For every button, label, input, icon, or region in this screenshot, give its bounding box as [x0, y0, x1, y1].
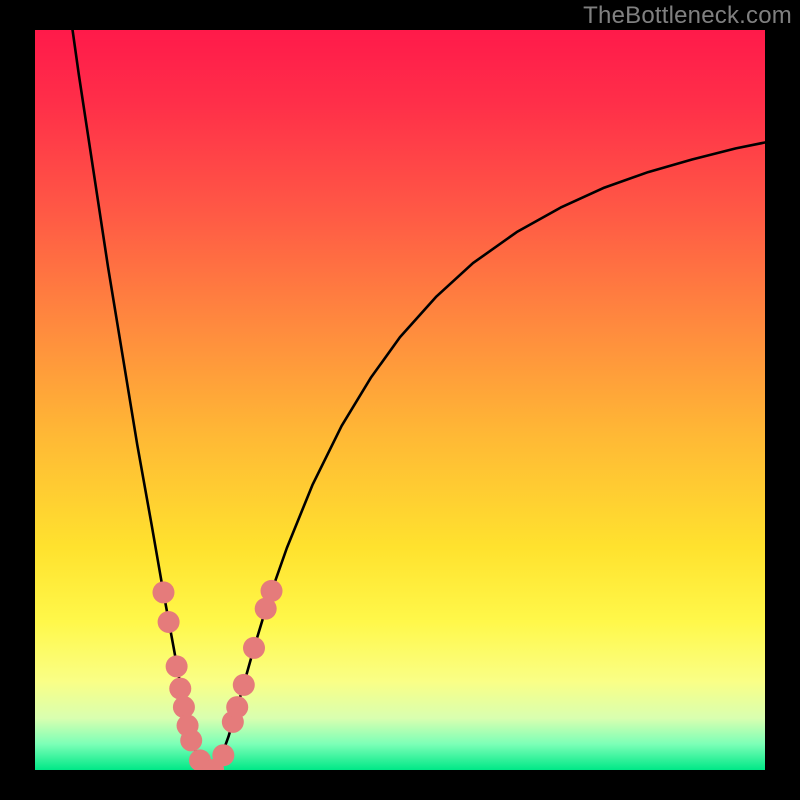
data-marker — [261, 580, 283, 602]
data-marker — [152, 581, 174, 603]
data-marker — [158, 611, 180, 633]
watermark-text: TheBottleneck.com — [583, 2, 792, 30]
data-marker — [243, 637, 265, 659]
data-marker — [212, 744, 234, 766]
gradient-background — [35, 30, 765, 770]
data-marker — [233, 674, 255, 696]
plot-area — [0, 0, 800, 800]
data-marker — [169, 678, 191, 700]
chart-svg — [0, 0, 800, 800]
data-marker — [226, 696, 248, 718]
chart-frame: TheBottleneck.com — [0, 0, 800, 800]
data-marker — [180, 729, 202, 751]
data-marker — [173, 696, 195, 718]
data-marker — [166, 655, 188, 677]
